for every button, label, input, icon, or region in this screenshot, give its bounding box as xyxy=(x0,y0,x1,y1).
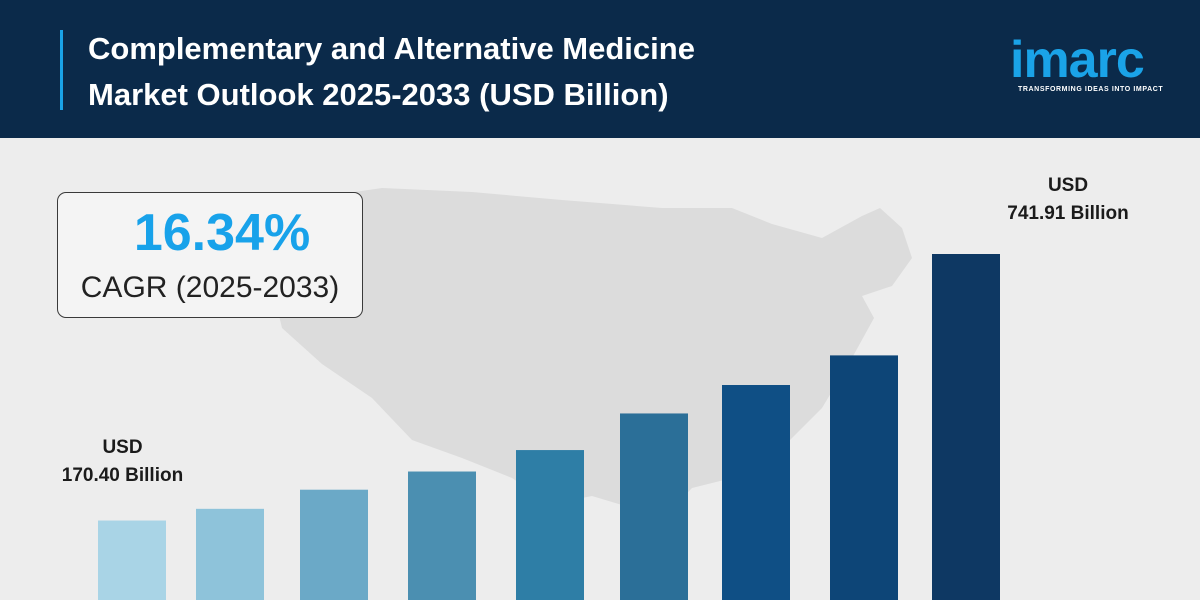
bar-2029 xyxy=(516,450,584,600)
bar-2031 xyxy=(722,385,790,600)
header-banner: Complementary and Alternative Medicine M… xyxy=(0,0,1200,138)
cagr-box: 16.34% CAGR (2025-2033) xyxy=(57,192,363,318)
bar-2027 xyxy=(300,489,368,600)
imarc-logo: imarc TRANSFORMING IDEAS INTO IMPACT xyxy=(1010,30,1175,100)
title-line-1: Complementary and Alternative Medicine xyxy=(88,31,695,66)
end-currency-label: USD xyxy=(1047,175,1089,196)
bar-2026 xyxy=(196,508,264,600)
title-line-2: Market Outlook 2025-2033 (USD Billion) xyxy=(88,77,669,112)
start-currency-label: USD xyxy=(102,437,143,458)
bar-2033 xyxy=(932,254,1000,600)
cagr-value: 16.34% xyxy=(133,204,311,262)
end-value-annotation: USD 741.91 Billion xyxy=(992,172,1144,228)
bar-2032 xyxy=(830,355,898,600)
bar-2025 xyxy=(98,520,166,600)
bar-2030 xyxy=(620,413,688,600)
logo-wordmark: imarc xyxy=(1010,31,1145,89)
bar-2028 xyxy=(408,471,476,600)
cagr-label: CAGR (2025-2033) xyxy=(80,271,340,304)
start-value-annotation: USD 170.40 Billion xyxy=(50,434,195,490)
bar-chart xyxy=(98,254,1000,600)
title-accent-bar xyxy=(60,30,63,110)
end-value-label: 741.91 Billion xyxy=(1007,203,1129,224)
start-value-label: 170.40 Billion xyxy=(61,465,184,486)
page-title: Complementary and Alternative Medicine M… xyxy=(88,26,908,118)
logo-tagline: TRANSFORMING IDEAS INTO IMPACT xyxy=(1018,86,1164,93)
